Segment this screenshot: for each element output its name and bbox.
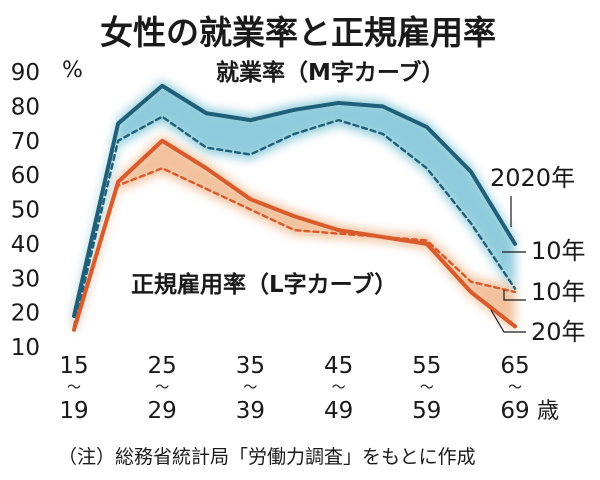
y-tick-label: 60	[11, 163, 40, 189]
chart-title: 女性の就業率と正規雇用率	[100, 13, 496, 52]
x-tick-label-top: 35	[236, 353, 265, 379]
x-tick-tilde: ～	[243, 380, 257, 396]
x-tick-label-top: 15	[59, 353, 88, 379]
y-tick-label: 30	[11, 266, 40, 292]
range-bands	[74, 80, 515, 335]
series-label: 10年	[531, 237, 586, 265]
series-label: 2020年	[490, 164, 575, 192]
y-tick-label: 80	[11, 94, 40, 120]
x-tick-label-bottom: 59	[412, 398, 441, 424]
series-leader-line	[503, 290, 526, 301]
y-tick-label: 90	[11, 60, 40, 86]
series-line-regular-dashed	[72, 167, 517, 328]
series-line-employment-dashed	[72, 115, 517, 328]
x-tick-tilde: ～	[420, 380, 434, 396]
x-tick-label-bottom: 39	[236, 398, 265, 424]
x-tick-tilde: ～	[155, 380, 169, 396]
x-tick-tilde: ～	[332, 380, 346, 396]
x-tick-label-top: 65	[500, 353, 529, 379]
y-tick-label: 10	[11, 335, 40, 361]
x-tick-label-bottom: 29	[148, 398, 177, 424]
series-line-employment-solid	[72, 83, 517, 319]
series-label: 20年	[531, 318, 586, 346]
x-tick-label-top: 55	[412, 353, 441, 379]
y-tick-label: 20	[11, 301, 40, 327]
y-tick-label: 70	[11, 129, 40, 155]
y-tick-label: 40	[11, 232, 40, 258]
source-note: （注）総務省統計局「労働力調査」をもとに作成	[58, 446, 476, 468]
employment-curve-label: 就業率（M字カーブ）	[216, 59, 445, 86]
y-tick-labels: 10 20 30 40 50 60 70 80 90	[11, 60, 40, 361]
x-axis-unit: 歳	[537, 399, 559, 424]
x-tick-label-top: 25	[148, 353, 177, 379]
y-axis-unit: %	[62, 58, 83, 83]
regular-curve-label: 正規雇用率（L字カーブ）	[131, 271, 397, 298]
x-tick-label-bottom: 19	[59, 398, 88, 424]
series-leader-line	[490, 309, 526, 333]
x-tick-tilde: ～	[508, 380, 522, 396]
series-label: 10年	[531, 278, 586, 306]
series-line-regular-solid	[72, 138, 517, 332]
y-tick-label: 50	[11, 198, 40, 224]
series-lines	[72, 83, 517, 332]
x-tick-label-bottom: 69	[500, 398, 529, 424]
x-tick-tilde: ～	[67, 380, 81, 396]
x-tick-label-top: 45	[324, 353, 353, 379]
employment-band	[74, 80, 515, 332]
series-labels: 2020年 10年 10年 20年	[490, 164, 586, 346]
regular-band	[74, 135, 515, 335]
x-tick-label-bottom: 49	[324, 398, 353, 424]
